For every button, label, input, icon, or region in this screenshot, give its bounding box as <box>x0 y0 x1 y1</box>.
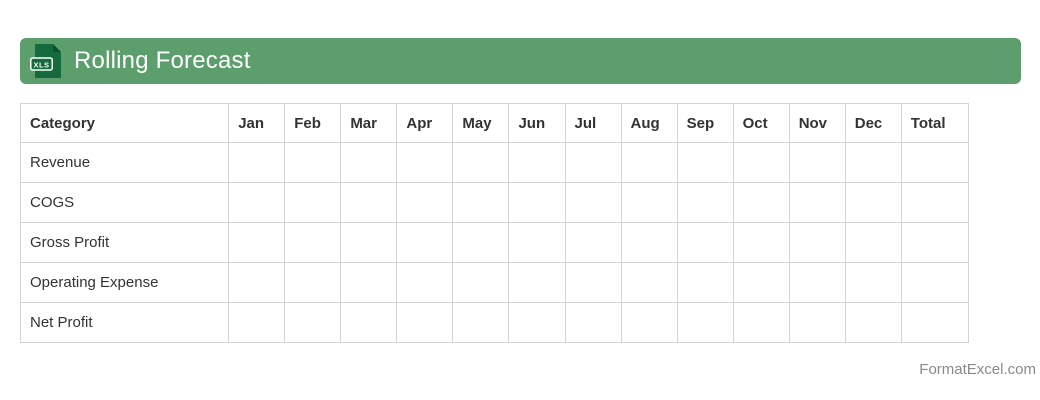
cell-operating-expense-sep[interactable] <box>676 262 734 303</box>
cell-operating-expense-nov[interactable] <box>788 262 846 303</box>
column-header-category: Category <box>19 103 230 143</box>
cell-operating-expense-may[interactable] <box>452 262 510 303</box>
cell-gross-profit-sep[interactable] <box>676 222 734 263</box>
column-header-oct: Oct <box>732 103 790 143</box>
column-header-jun: Jun <box>508 103 566 143</box>
column-header-aug: Aug <box>620 103 678 143</box>
cell-revenue-nov[interactable] <box>788 142 846 183</box>
cell-cogs-jun[interactable] <box>508 182 566 223</box>
cell-gross-profit-jun[interactable] <box>508 222 566 263</box>
cell-operating-expense-jul[interactable] <box>564 262 622 303</box>
footer-credit[interactable]: FormatExcel.com <box>919 361 1036 378</box>
cell-net-profit-sep[interactable] <box>676 302 734 343</box>
cell-gross-profit-mar[interactable] <box>340 222 398 263</box>
row-label-gross-profit: Gross Profit <box>19 222 230 263</box>
cell-operating-expense-jun[interactable] <box>508 262 566 303</box>
column-header-total: Total <box>900 103 970 143</box>
cell-gross-profit-aug[interactable] <box>620 222 678 263</box>
column-header-jan: Jan <box>228 103 286 143</box>
cell-cogs-nov[interactable] <box>788 182 846 223</box>
cell-revenue-aug[interactable] <box>620 142 678 183</box>
cell-cogs-jul[interactable] <box>564 182 622 223</box>
column-header-apr: Apr <box>396 103 454 143</box>
table-header-row: Category Jan Feb Mar Apr May Jun Jul Aug Sep Oct No… <box>19 103 970 143</box>
cell-net-profit-apr[interactable] <box>396 302 454 343</box>
cell-cogs-sep[interactable] <box>676 182 734 223</box>
cell-revenue-jul[interactable] <box>564 142 622 183</box>
cell-net-profit-jul[interactable] <box>564 302 622 343</box>
column-header-mar: Mar <box>340 103 398 143</box>
row-label-revenue: Revenue <box>19 142 230 183</box>
cell-gross-profit-may[interactable] <box>452 222 510 263</box>
cell-operating-expense-jan[interactable] <box>228 262 286 303</box>
cell-revenue-jun[interactable] <box>508 142 566 183</box>
cell-cogs-feb[interactable] <box>284 182 342 223</box>
cell-operating-expense-apr[interactable] <box>396 262 454 303</box>
row-label-cogs: COGS <box>19 182 230 223</box>
cell-cogs-dec[interactable] <box>844 182 902 223</box>
forecast-table: Category Jan Feb Mar Apr May Jun Jul Aug Sep Oct No… <box>19 103 970 343</box>
xls-icon-label: XLS <box>33 60 49 69</box>
cell-net-profit-oct[interactable] <box>732 302 790 343</box>
cell-net-profit-nov[interactable] <box>788 302 846 343</box>
table-row-operating-expense: Operating Expense <box>19 262 970 303</box>
cell-revenue-mar[interactable] <box>340 142 398 183</box>
cell-operating-expense-mar[interactable] <box>340 262 398 303</box>
cell-cogs-oct[interactable] <box>732 182 790 223</box>
cell-revenue-oct[interactable] <box>732 142 790 183</box>
cell-revenue-jan[interactable] <box>228 142 286 183</box>
cell-net-profit-dec[interactable] <box>844 302 902 343</box>
cell-cogs-apr[interactable] <box>396 182 454 223</box>
table-row-net-profit: Net Profit <box>19 302 970 343</box>
cell-net-profit-feb[interactable] <box>284 302 342 343</box>
cell-cogs-aug[interactable] <box>620 182 678 223</box>
cell-gross-profit-dec[interactable] <box>844 222 902 263</box>
cell-revenue-feb[interactable] <box>284 142 342 183</box>
column-header-feb: Feb <box>284 103 342 143</box>
table-row-revenue: Revenue <box>19 142 970 183</box>
column-header-dec: Dec <box>844 103 902 143</box>
cell-cogs-mar[interactable] <box>340 182 398 223</box>
column-header-sep: Sep <box>676 103 734 143</box>
cell-net-profit-aug[interactable] <box>620 302 678 343</box>
cell-cogs-total[interactable] <box>900 182 970 223</box>
cell-gross-profit-jul[interactable] <box>564 222 622 263</box>
row-label-net-profit: Net Profit <box>19 302 230 343</box>
table-body: Revenue COGS Gross Profit Operating Expense… <box>19 142 970 343</box>
cell-gross-profit-oct[interactable] <box>732 222 790 263</box>
cell-revenue-sep[interactable] <box>676 142 734 183</box>
cell-cogs-may[interactable] <box>452 182 510 223</box>
cell-gross-profit-jan[interactable] <box>228 222 286 263</box>
cell-net-profit-jan[interactable] <box>228 302 286 343</box>
cell-cogs-jan[interactable] <box>228 182 286 223</box>
cell-gross-profit-apr[interactable] <box>396 222 454 263</box>
cell-gross-profit-total[interactable] <box>900 222 970 263</box>
table-row-cogs: COGS <box>19 182 970 223</box>
column-header-nov: Nov <box>788 103 846 143</box>
cell-operating-expense-dec[interactable] <box>844 262 902 303</box>
row-label-operating-expense: Operating Expense <box>19 262 230 303</box>
cell-revenue-may[interactable] <box>452 142 510 183</box>
cell-revenue-apr[interactable] <box>396 142 454 183</box>
page-title: Rolling Forecast <box>74 47 251 74</box>
cell-gross-profit-nov[interactable] <box>788 222 846 263</box>
cell-operating-expense-aug[interactable] <box>620 262 678 303</box>
cell-net-profit-mar[interactable] <box>340 302 398 343</box>
cell-net-profit-total[interactable] <box>900 302 970 343</box>
cell-operating-expense-total[interactable] <box>900 262 970 303</box>
cell-operating-expense-feb[interactable] <box>284 262 342 303</box>
header-bar: XLS Rolling Forecast <box>20 38 1021 84</box>
cell-revenue-dec[interactable] <box>844 142 902 183</box>
column-header-jul: Jul <box>564 103 622 143</box>
column-header-may: May <box>452 103 510 143</box>
cell-net-profit-may[interactable] <box>452 302 510 343</box>
xls-file-icon: XLS <box>30 44 61 78</box>
cell-net-profit-jun[interactable] <box>508 302 566 343</box>
cell-operating-expense-oct[interactable] <box>732 262 790 303</box>
cell-revenue-total[interactable] <box>900 142 970 183</box>
cell-gross-profit-feb[interactable] <box>284 222 342 263</box>
table-row-gross-profit: Gross Profit <box>19 222 970 263</box>
